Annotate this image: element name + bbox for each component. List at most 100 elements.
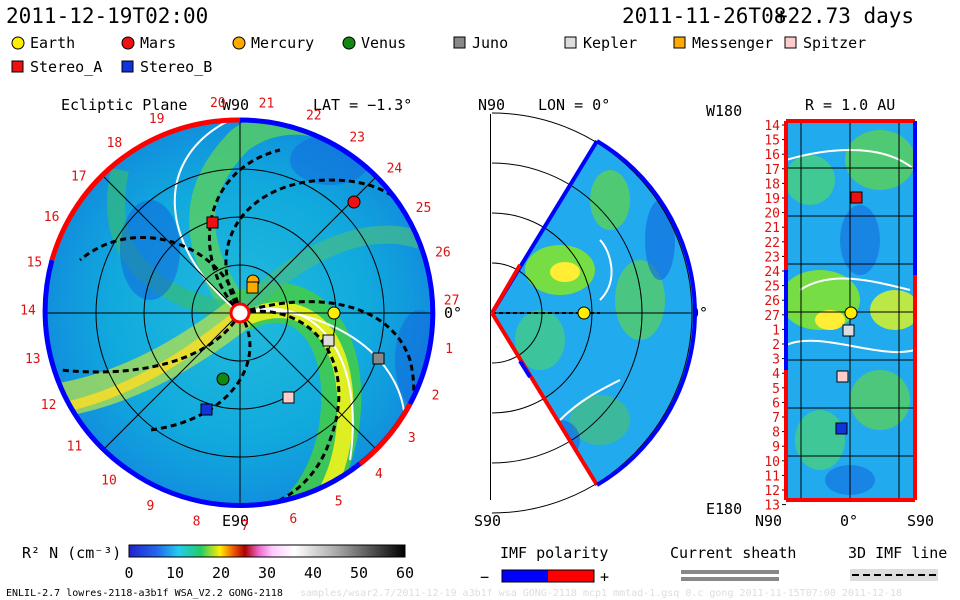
colorbar-tick-label: 10 xyxy=(166,564,184,582)
imf-line-legend: 3D IMF line xyxy=(848,544,947,581)
ecliptic-polarity-rim xyxy=(42,117,436,508)
legend-label: Mercury xyxy=(251,34,314,52)
legend-label: Earth xyxy=(30,34,75,52)
ecliptic-top-label: W90 xyxy=(222,96,249,114)
legend-label: Mars xyxy=(140,34,176,52)
legend-label: Venus xyxy=(361,34,406,52)
rect-day-labels: 1415161718192021222324252627123456789101… xyxy=(764,119,780,514)
rect-title: R = 1.0 AU xyxy=(805,96,895,114)
legend-item-stereo-a: Stereo_A xyxy=(11,58,102,76)
rect-day-label: 24 xyxy=(764,265,780,280)
stereo-b-marker xyxy=(200,403,213,416)
legend-symbol xyxy=(11,60,24,73)
footer-watermark: samples/wsar2.7/2011-12-19 a3b1f wsa GON… xyxy=(300,588,902,599)
model-offset: +22.73 days xyxy=(775,4,914,28)
rect-day-label: 13 xyxy=(764,499,780,514)
colorbar: R² N (cm⁻³) 0 10 20 30 40 50 60 xyxy=(22,544,414,582)
imf-negative-swatch xyxy=(502,570,548,582)
legend-symbol xyxy=(453,36,466,49)
rect-day-label: 10 xyxy=(764,455,780,470)
rect-day-label: 11 xyxy=(764,469,780,484)
day-label: 19 xyxy=(149,112,165,127)
imf-polarity-legend: IMF polarity − + xyxy=(480,544,609,586)
day-label: 8 xyxy=(193,515,201,530)
meridional-earth-marker xyxy=(577,306,591,320)
ecliptic-title: Ecliptic Plane xyxy=(61,96,187,114)
rect-day-label: 1 xyxy=(772,323,780,338)
colorbar-gradient xyxy=(128,544,406,558)
day-label: 4 xyxy=(375,467,383,482)
colorbar-tick-label: 20 xyxy=(212,564,230,582)
legend-item-spitzer: Spitzer xyxy=(784,34,866,52)
rect-bottom-left-label: E180 xyxy=(706,500,742,518)
rect-stereo-b-marker xyxy=(835,422,848,435)
rect-polarity-border xyxy=(784,119,917,502)
rect-day-label: 12 xyxy=(764,484,780,499)
model-time: 2011-11-26T08 xyxy=(622,4,786,28)
rect-day-label: 6 xyxy=(772,396,780,411)
current-sheath-legend: Current sheath xyxy=(670,544,796,581)
day-label: 16 xyxy=(44,210,60,225)
rect-day-label: 21 xyxy=(764,221,780,236)
rect-x-label-s90: S90 xyxy=(907,512,934,530)
legend-item-stereo-b: Stereo_B xyxy=(121,58,212,76)
legend-label: Spitzer xyxy=(803,34,866,52)
day-label: 22 xyxy=(306,108,322,123)
day-label: 3 xyxy=(408,431,416,446)
rect-kepler-marker xyxy=(842,324,855,337)
day-label: 27 xyxy=(444,293,460,308)
rect-panel: R = 1.0 AU W180 E180 N90 0° S90 xyxy=(706,96,934,530)
rect-day-label: 18 xyxy=(764,177,780,192)
legend-symbol xyxy=(342,36,356,50)
rect-day-label: 14 xyxy=(764,119,780,134)
legend-symbol xyxy=(121,60,134,73)
rect-day-label: 23 xyxy=(764,250,780,265)
juno-marker xyxy=(372,352,385,365)
meridional-grid xyxy=(491,112,693,514)
messenger-marker xyxy=(246,281,259,294)
rect-day-label: 4 xyxy=(772,367,780,382)
colorbar-tick-label: 0 xyxy=(124,564,133,582)
day-label: 10 xyxy=(101,474,117,489)
day-label: 18 xyxy=(107,136,123,151)
colorbar-label: R² N (cm⁻³) xyxy=(22,544,121,562)
legend-symbol xyxy=(784,36,797,49)
legend-item-messenger: Messenger xyxy=(673,34,773,52)
legend-item-mercury: Mercury xyxy=(232,34,314,52)
meridional-top-label: N90 xyxy=(478,96,505,114)
rect-day-label: 17 xyxy=(764,163,780,178)
imf-plus-label: + xyxy=(600,568,609,586)
imf-line-title: 3D IMF line xyxy=(848,544,947,562)
kepler-marker xyxy=(322,334,335,347)
rect-day-label: 15 xyxy=(764,134,780,149)
rect-day-label: 22 xyxy=(764,236,780,251)
legend: Earth Mars Mercury Venus Juno Kepler Messenger… xyxy=(11,34,866,76)
rect-x-label-n90: N90 xyxy=(755,512,782,530)
day-label: 26 xyxy=(435,245,451,260)
meridional-density-map xyxy=(492,141,695,485)
rect-day-label: 26 xyxy=(764,294,780,309)
rect-spitzer-marker xyxy=(836,370,849,383)
legend-label: Kepler xyxy=(583,34,637,52)
rect-day-label: 25 xyxy=(764,280,780,295)
legend-item-earth: Earth xyxy=(11,34,75,52)
day-label: 14 xyxy=(20,304,36,319)
colorbar-ticks: 0 10 20 30 40 50 60 xyxy=(124,564,414,582)
rect-day-label: 9 xyxy=(772,440,780,455)
day-label: 6 xyxy=(289,512,297,527)
day-label: 25 xyxy=(416,201,432,216)
rect-day-label: 8 xyxy=(772,426,780,441)
meridional-lon-label: LON = 0° xyxy=(538,96,610,114)
rect-earth-marker xyxy=(844,306,858,320)
legend-symbol xyxy=(564,36,577,49)
rect-x-label-0: 0° xyxy=(840,512,858,530)
ecliptic-panel: Ecliptic Plane W90 LAT = −1.3° E90 0° xyxy=(20,96,462,534)
legend-label: Stereo_A xyxy=(30,58,102,76)
colorbar-tick-label: 60 xyxy=(396,564,414,582)
day-label: 20 xyxy=(210,96,226,111)
ecliptic-lat-label: LAT = −1.3° xyxy=(313,96,412,114)
legend-symbol xyxy=(232,36,246,50)
rect-day-label: 5 xyxy=(772,382,780,397)
venus-marker xyxy=(216,372,230,386)
